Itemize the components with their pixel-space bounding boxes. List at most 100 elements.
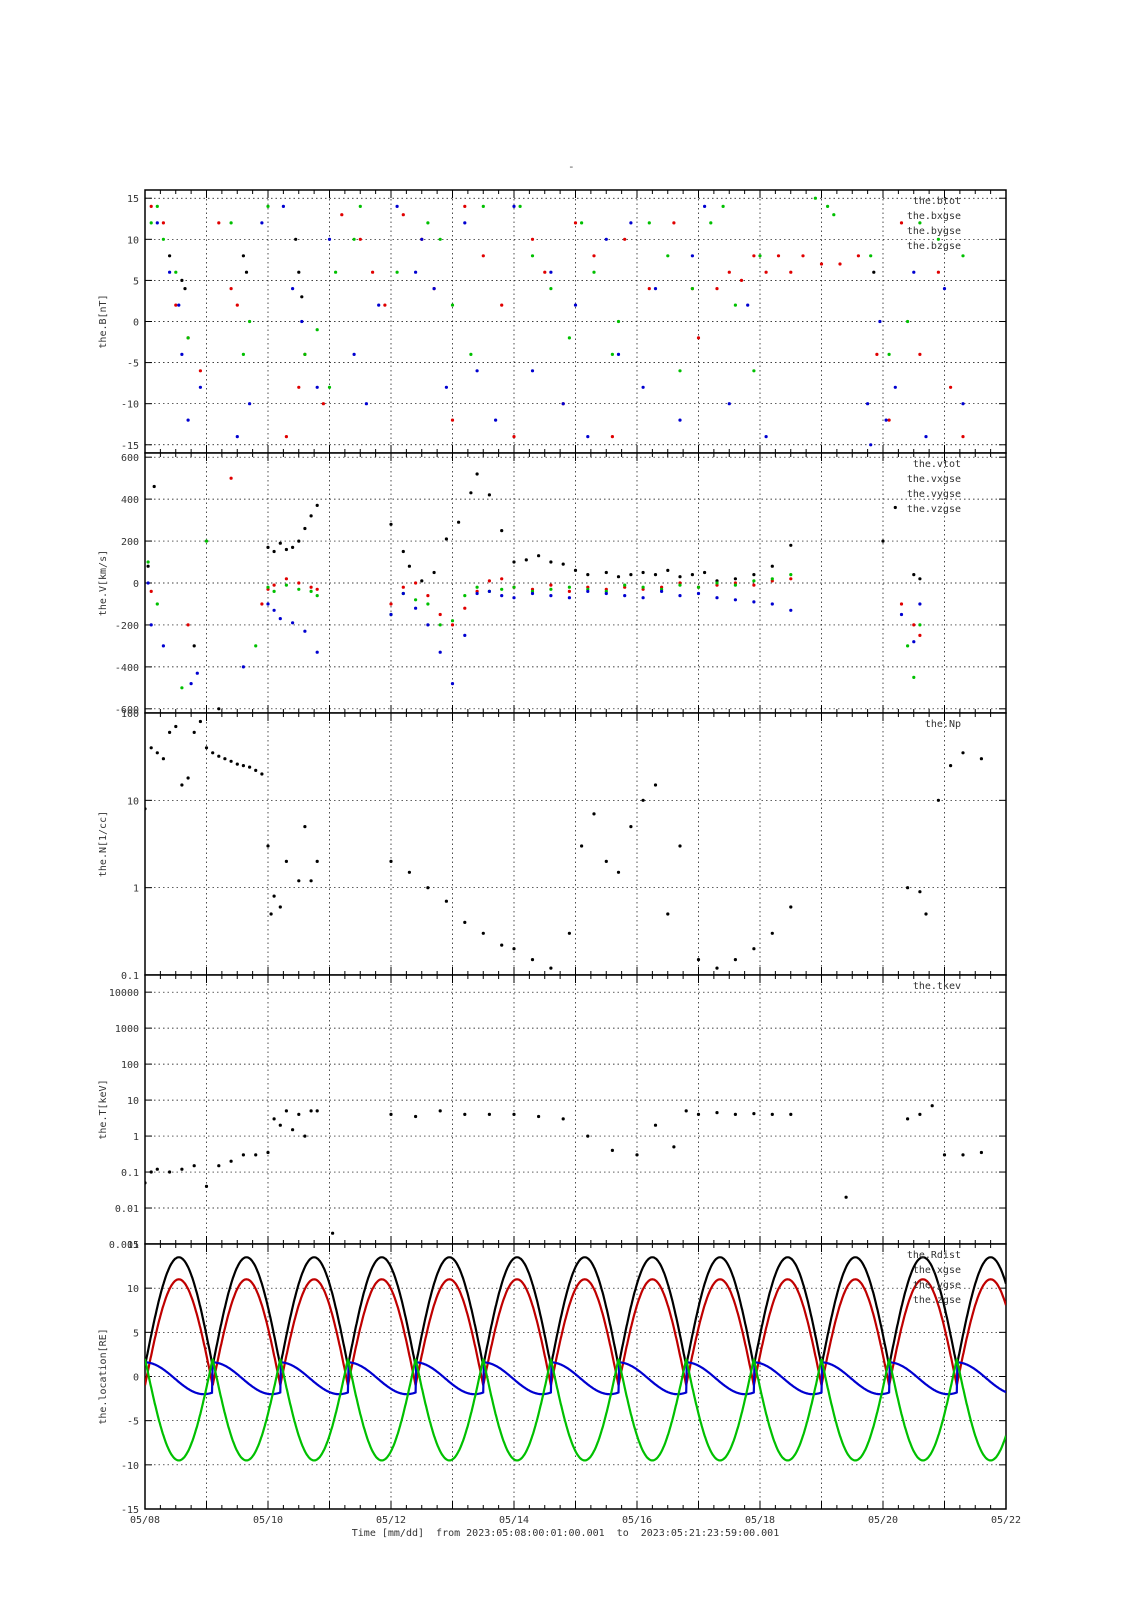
data-point-vzgse [189,682,193,686]
data-point-vygse [266,585,270,589]
data-point-bxgse [284,435,288,439]
data-point-vtot [733,577,738,581]
data-point-vtot [893,505,897,510]
data-point-bxgse [340,213,344,217]
y-tick-label: 10 [127,235,139,246]
data-point-Np [733,958,738,962]
data-point-vzgse [414,606,418,610]
data-point-bygse [549,287,553,291]
data-point-tkev [438,1109,442,1113]
data-point-vxgse [918,633,922,638]
data-point-Np [186,776,190,780]
data-point-bygse [758,254,762,258]
data-point-bygse [186,336,190,340]
data-point-vtot [217,707,221,711]
data-point-vzgse [389,612,393,617]
data-point-bzgse [444,385,448,389]
data-point-vzgse [912,640,916,644]
data-point-Np [678,844,682,848]
data-point-Np [229,759,233,763]
data-point-bxgse [672,221,676,225]
data-point-Np [235,762,239,766]
data-point-tkev [961,1153,965,1157]
data-point-vtot [297,539,301,543]
data-point-vtot [389,522,393,526]
data-point-vygse [180,686,184,690]
data-point-tkev [770,1112,774,1116]
data-point-bzgse [678,418,682,422]
data-point-vygse [678,583,682,587]
y-tick-label: -600 [115,705,139,716]
data-point-vzgse [678,594,682,598]
data-point-tkev [272,1117,276,1121]
data-point-vxgse [752,583,756,587]
data-point-Np [696,958,701,962]
data-point-bzgse [198,385,202,389]
x-tick-label: 05/18 [745,1515,775,1526]
data-point-tkev [463,1112,467,1116]
data-point-vygse [906,644,910,648]
data-point-bxgse [764,270,768,274]
legend-entry: the.tkev [913,981,961,992]
y-axis-label: the.location[RE] [98,1328,109,1424]
data-point-bxgse [161,221,165,225]
data-point-vtot [487,493,491,497]
data-point-vxgse [401,585,405,589]
y-tick-label: 0.01 [115,1204,139,1215]
data-point-bzgse [414,270,418,274]
data-point-bygse [936,237,941,241]
data-point-bxgse [573,221,578,225]
data-point-bxgse [198,369,202,373]
data-point-bygse [266,204,270,208]
data-point-vxgse [450,623,455,627]
panel-3: 0.1 1 10 100 the.N[1/cc] the.Np [98,709,1007,982]
data-point-bzgse [377,303,381,307]
data-point-Np [254,768,258,773]
data-point-bygse [229,221,233,225]
y-tick-label: 1000 [115,1024,139,1035]
data-point-bzgse [364,402,368,406]
data-point-Np [653,783,658,787]
data-point-bxgse [450,418,455,422]
data-point-bygse [616,319,621,324]
data-point-vzgse [487,589,491,594]
data-point-bxgse [383,303,387,307]
series-layer [149,196,965,447]
data-point-vtot [752,573,756,577]
data-point-vtot [303,526,307,531]
y-tick-label: 0 [133,1373,139,1384]
y-tick-label: -10 [121,400,139,411]
data-point-bzgse [703,204,707,208]
data-point-vzgse [401,591,405,596]
data-point-vxgse [567,589,572,594]
data-point-vygse [284,583,288,587]
data-point-Np [260,772,264,776]
data-point-vzgse [696,591,701,596]
data-point-bygse [358,204,362,208]
data-point-vygse [567,585,572,589]
data-point-tkev [653,1123,658,1127]
data-point-Np [961,751,965,755]
y-tick-label: 15 [127,1240,139,1251]
data-point-bygse [733,303,738,307]
data-point-bxgse [899,221,904,225]
data-point-btot [241,254,245,258]
data-point-vtot [272,549,276,554]
data-point-Np [389,859,393,864]
data-point-Np [500,943,504,947]
data-point-vzgse [567,596,572,600]
data-point-vtot [475,472,479,476]
y-tick-label: -200 [115,621,139,632]
data-point-vygse [155,602,159,606]
y-tick-label: -15 [121,441,139,452]
data-point-tkev [145,1181,147,1185]
data-point-Np [979,757,984,761]
data-point-bxgse [371,270,375,274]
y-tick-label: 5 [133,276,139,287]
data-point-bzgse [561,402,565,406]
data-point-vzgse [715,596,719,600]
data-point-bygse [155,204,159,208]
data-point-tkev [309,1109,313,1113]
data-point-bzgse [961,402,965,406]
data-point-vygse [272,589,276,594]
